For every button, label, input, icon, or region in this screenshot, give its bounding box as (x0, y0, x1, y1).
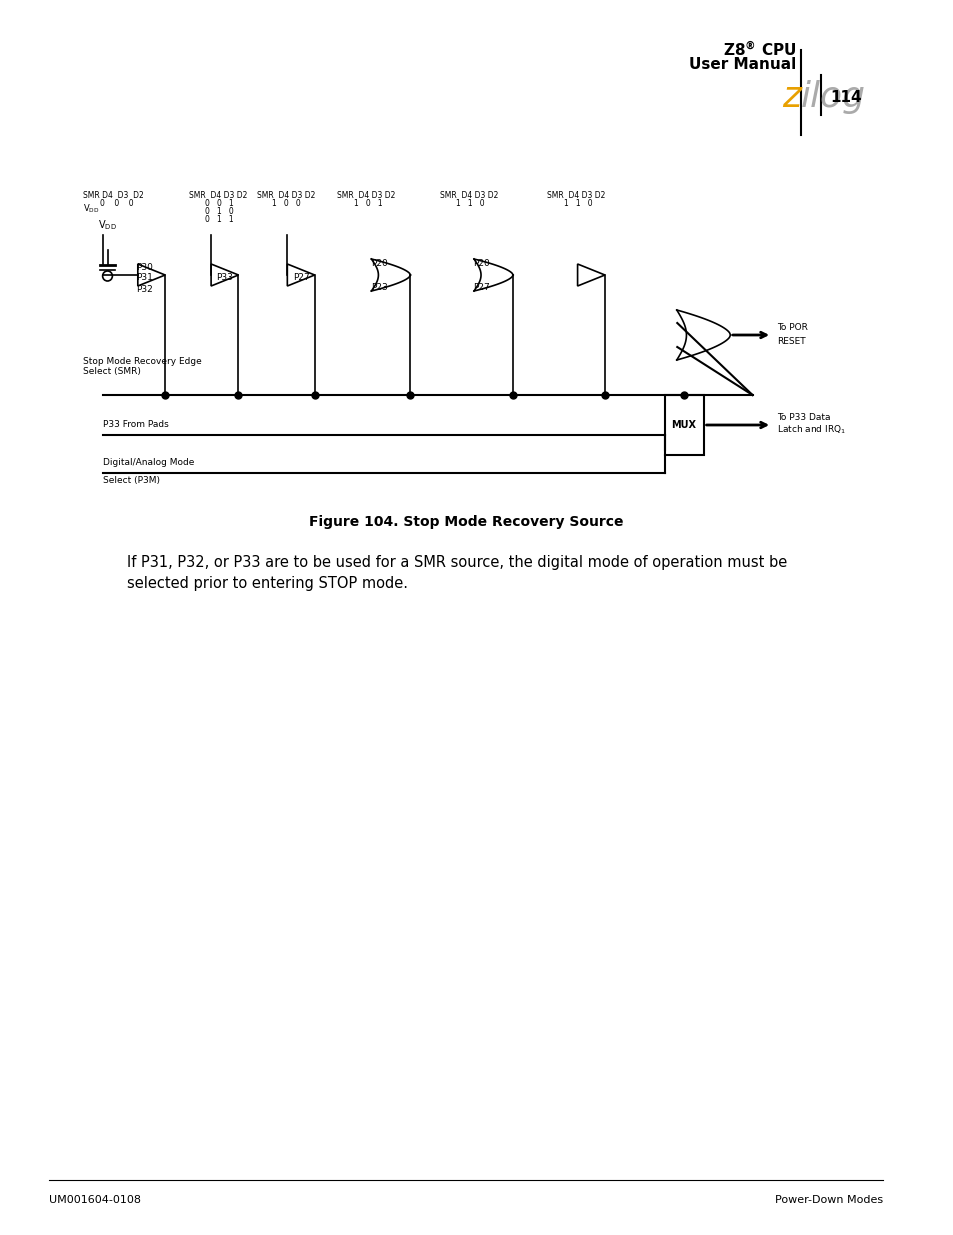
Text: Digital/Analog Mode: Digital/Analog Mode (103, 458, 193, 467)
Text: SMR  D4 D3 D2: SMR D4 D3 D2 (336, 191, 395, 200)
Text: SMR  D4 D3 D2: SMR D4 D3 D2 (547, 191, 605, 200)
Text: Select (P3M): Select (P3M) (103, 475, 159, 485)
Text: P20: P20 (371, 258, 387, 268)
Text: P23: P23 (371, 283, 387, 291)
Text: RESET: RESET (776, 336, 804, 346)
Text: V$_\mathregular{DD}$: V$_\mathregular{DD}$ (98, 219, 117, 232)
Text: Select (SMR): Select (SMR) (83, 367, 141, 375)
Bar (664, 395, 703, 454)
Text: MUX: MUX (671, 420, 696, 430)
Text: SMR D4  D3  D2: SMR D4 D3 D2 (83, 191, 144, 200)
Text: P30: P30 (136, 263, 152, 272)
Text: Power-Down Modes: Power-Down Modes (775, 1195, 882, 1205)
Text: V$_\mathregular{DD}$: V$_\mathregular{DD}$ (83, 203, 99, 215)
Text: 1   1   0: 1 1 0 (563, 199, 592, 207)
Text: UM001604-0108: UM001604-0108 (49, 1195, 141, 1205)
Text: 114: 114 (830, 90, 862, 105)
Text: 0    0    0: 0 0 0 (99, 199, 133, 207)
Text: P32: P32 (136, 284, 152, 294)
Text: User Manual: User Manual (688, 57, 796, 72)
Text: 0   0   1: 0 0 1 (205, 199, 233, 207)
Text: 1   0   1: 1 0 1 (354, 199, 382, 207)
Text: z: z (781, 80, 800, 114)
Text: Latch and IRQ$_1$: Latch and IRQ$_1$ (776, 424, 845, 436)
Text: If P31, P32, or P33 are to be used for a SMR source, the digital mode of operati: If P31, P32, or P33 are to be used for a… (127, 555, 786, 592)
Text: To P33 Data: To P33 Data (776, 412, 830, 421)
Text: SMR  D4 D3 D2: SMR D4 D3 D2 (256, 191, 315, 200)
Text: 1   0   0: 1 0 0 (272, 199, 300, 207)
Text: SMR  D4 D3 D2: SMR D4 D3 D2 (439, 191, 497, 200)
Text: Figure 104. Stop Mode Recovery Source: Figure 104. Stop Mode Recovery Source (309, 515, 622, 529)
Text: P31: P31 (136, 273, 152, 283)
Text: P20: P20 (473, 258, 490, 268)
Text: SMR  D4 D3 D2: SMR D4 D3 D2 (189, 191, 247, 200)
Text: 1   1   0: 1 1 0 (456, 199, 484, 207)
Text: 0   1   1: 0 1 1 (205, 215, 233, 224)
Text: To POR: To POR (776, 322, 807, 331)
Text: 0   1   0: 0 1 0 (205, 207, 233, 216)
Text: Z8$^\mathregular{\circledR}$ CPU: Z8$^\mathregular{\circledR}$ CPU (722, 40, 796, 59)
Text: P33: P33 (216, 273, 233, 282)
Text: P27: P27 (473, 283, 490, 291)
Text: Stop Mode Recovery Edge: Stop Mode Recovery Edge (83, 357, 202, 366)
Text: ilog: ilog (800, 80, 864, 114)
Text: P27: P27 (293, 273, 309, 282)
Text: P33 From Pads: P33 From Pads (103, 420, 168, 429)
